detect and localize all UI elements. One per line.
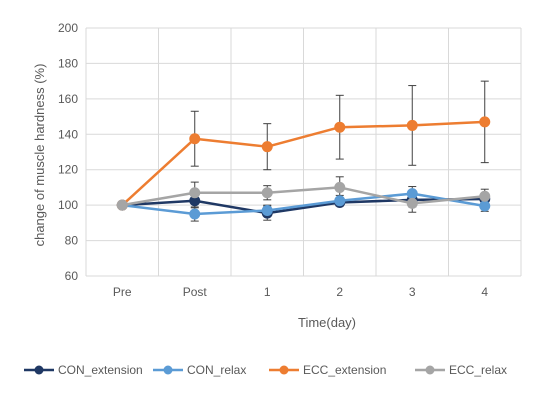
series-line-CON_extension <box>122 197 485 215</box>
series-line-ECC_extension <box>121 120 485 207</box>
legend-label: CON_extension <box>58 363 143 377</box>
data-point <box>116 199 128 211</box>
x-tick-label: Pre <box>113 285 132 299</box>
y-tick-label: 60 <box>65 269 79 283</box>
legend-label: ECC_extension <box>303 363 386 377</box>
data-point <box>334 195 346 207</box>
data-point <box>334 181 346 193</box>
y-tick-label: 100 <box>58 198 78 212</box>
data-point <box>406 119 418 131</box>
series-group <box>116 116 491 220</box>
series-line-CON_relax <box>122 192 485 216</box>
data-point <box>479 200 491 212</box>
x-axis-title: Time(day) <box>298 315 356 330</box>
legend-marker <box>425 365 435 375</box>
y-tick-labels: 60 80 100 120 140 160 180 200 <box>58 21 78 283</box>
legend-marker <box>279 365 289 375</box>
x-tick-label: 3 <box>409 285 416 299</box>
data-point <box>261 204 273 216</box>
legend-marker <box>163 365 173 375</box>
x-tick-label: Post <box>183 285 208 299</box>
x-tick-label: 1 <box>264 285 271 299</box>
y-axis-title: change of muscle hardness (%) <box>32 64 47 247</box>
y-tick-label: 140 <box>58 127 78 141</box>
data-point <box>261 141 273 153</box>
x-tick-label: 4 <box>481 285 488 299</box>
y-tick-label: 120 <box>58 163 78 177</box>
data-point <box>479 190 491 202</box>
data-point <box>334 121 346 133</box>
y-tick-label: 200 <box>58 21 78 35</box>
y-tick-label: 180 <box>58 56 78 70</box>
legend-label: CON_relax <box>187 363 246 377</box>
data-point <box>479 116 491 128</box>
data-point <box>406 188 418 200</box>
legend-marker <box>34 365 44 375</box>
data-point <box>189 208 201 220</box>
data-point <box>189 187 201 199</box>
y-tick-label: 160 <box>58 92 78 106</box>
data-point <box>406 197 418 209</box>
x-tick-labels: Pre Post 1 2 3 4 <box>113 285 489 299</box>
x-tick-label: 2 <box>336 285 343 299</box>
data-point <box>261 187 273 199</box>
legend-label: ECC_relax <box>449 363 507 377</box>
legend: CON_extension CON_relax ECC_extension ECC_r… <box>24 363 507 377</box>
data-point <box>189 133 201 145</box>
y-tick-label: 80 <box>65 234 79 248</box>
series-line-ECC_relax <box>122 186 485 207</box>
